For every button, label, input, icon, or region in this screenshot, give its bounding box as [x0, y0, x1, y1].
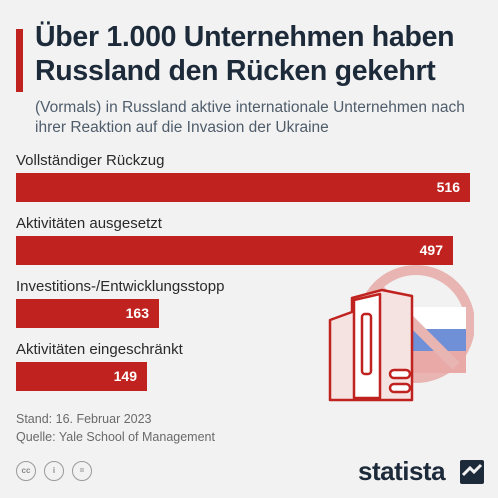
- bar: 149: [16, 362, 147, 391]
- chart-subtitle: (Vormals) in Russland aktive internation…: [35, 99, 465, 136]
- cc-icon[interactable]: cc: [16, 461, 36, 481]
- chart-title: Über 1.000 Unternehmen haben Russland de…: [35, 21, 455, 87]
- statista-logo[interactable]: statista: [358, 456, 446, 486]
- bar-value-label: 163: [125, 305, 149, 321]
- equals-icon[interactable]: =: [72, 461, 92, 481]
- data-source: Quelle: Yale School of Management: [16, 430, 215, 444]
- building-tower-icon: [352, 292, 382, 400]
- title-accent-bar: [16, 29, 23, 92]
- category-label: Vollständiger Rückzug: [16, 152, 165, 169]
- building-window-icon-2: [388, 368, 412, 380]
- bar: 497: [16, 236, 453, 265]
- building-window-icon: [360, 312, 373, 376]
- building-prohibited-illustration: [328, 265, 474, 402]
- category-label: Investitions-/Entwicklungsstopp: [16, 278, 225, 295]
- building-window-icon-3: [388, 382, 412, 394]
- bar-value-label: 149: [113, 368, 137, 384]
- category-label: Aktivitäten eingeschränkt: [16, 341, 183, 358]
- person-icon[interactable]: i: [44, 461, 64, 481]
- data-date: Stand: 16. Februar 2023: [16, 412, 152, 426]
- category-label: Aktivitäten ausgesetzt: [16, 215, 162, 232]
- bar: 516: [16, 173, 470, 202]
- statista-logo-mark-icon: [460, 460, 484, 484]
- bar: 163: [16, 299, 159, 328]
- bar-value-label: 497: [419, 242, 443, 258]
- bar-value-label: 516: [436, 179, 460, 195]
